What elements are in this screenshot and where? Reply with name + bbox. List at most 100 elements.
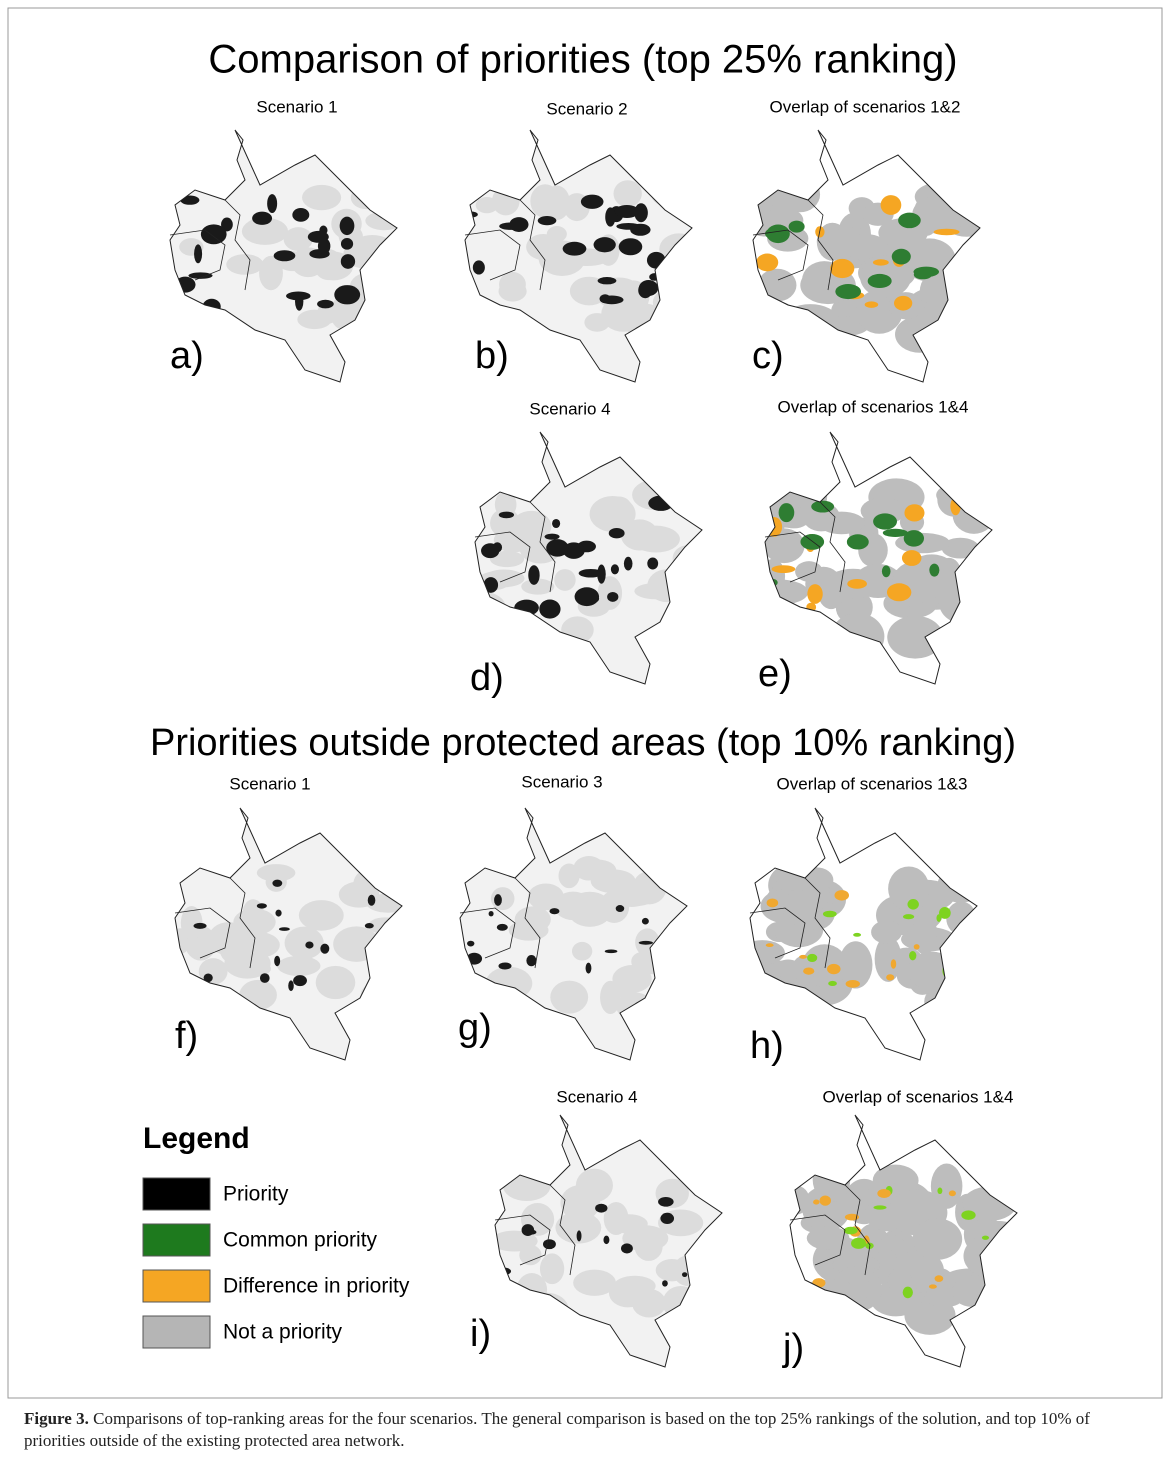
non-priority-area [963,1234,1022,1279]
caption-label: Figure 3. [24,1409,89,1428]
map [460,432,702,684]
priority-area [873,1205,886,1209]
priority-area [642,918,649,925]
priority-area [756,254,778,272]
priority-area [883,529,908,537]
priority-area [577,1230,582,1241]
priority-area [489,911,494,916]
non-priority-area [871,921,902,944]
priority-area [690,1274,695,1283]
priority-area [929,1284,937,1288]
priority-area [624,557,633,571]
priority-area [603,1236,609,1244]
priority-area [538,216,557,225]
panel-title: Overlap of scenarios 1&4 [823,1087,1014,1106]
background-area [499,272,526,297]
priority-area [882,565,891,577]
priority-area [799,955,807,959]
panel-label: f) [175,1015,198,1057]
priority-area [847,579,867,589]
panel-label: g) [458,1007,492,1049]
non-priority-area [887,616,943,659]
panel-title: Scenario 1 [256,97,337,116]
priority-area [286,292,311,301]
background-area [297,310,331,329]
priority-area [320,944,329,954]
priority-area [830,259,854,278]
background-area [632,1289,666,1318]
caption-text: Comparisons of top-ranking areas for the… [24,1409,1090,1450]
priority-area [499,512,514,519]
background-area [316,966,356,999]
priority-area [682,1272,687,1277]
panel-label: d) [470,657,504,699]
priority-area [594,237,616,252]
map-fill [491,1115,722,1367]
priority-area [807,584,822,604]
priority-area [873,513,897,529]
background-area [492,186,520,215]
priority-area [647,558,658,570]
priority-area [595,1204,607,1213]
map-fill [459,808,687,1060]
legend-label: Priority [223,1183,289,1206]
priority-area [903,1287,913,1299]
caption: Figure 3. Comparisons of top-ranking are… [24,1408,1144,1452]
panel-label: j) [782,1327,804,1369]
priority-area [894,296,912,311]
panel-label: a) [170,335,204,377]
background-area [524,1293,569,1327]
priority-area [279,927,290,931]
map-fill [783,1115,1023,1367]
priority-area [639,941,653,945]
priority-area [807,954,817,962]
priority-area [904,504,924,521]
panel-label: i) [470,1313,491,1355]
priority-area [929,564,939,577]
page: Comparison of priorities (top 25% rankin… [0,0,1170,1465]
priority-area [275,910,281,917]
priority-area [526,955,536,966]
section-title: Comparison of priorities (top 25% rankin… [208,38,957,82]
priority-area [658,1197,674,1207]
background-area [233,909,275,936]
background-area [302,185,341,210]
background-area [554,569,575,591]
section-title: Priorities outside protected areas (top … [150,722,1016,764]
background-area [277,956,320,976]
priority-area [497,924,508,931]
background-area [573,1270,616,1296]
priority-area [937,1188,942,1195]
priority-area [274,956,280,966]
background-area [573,856,604,881]
priority-area [317,300,334,309]
priority-area [961,1210,975,1220]
priority-area [305,941,313,948]
priority-area [873,259,889,265]
background-area [299,900,344,931]
background-area [600,981,621,1014]
priority-area [334,285,360,304]
priority-area [616,223,640,230]
map [459,808,687,1060]
priority-area [619,238,643,255]
background-area [550,981,588,1014]
priority-area [982,1253,993,1263]
priority-area [891,959,896,968]
priority-area [887,583,911,601]
priority-area [257,903,267,908]
priority-area [467,941,474,947]
panel-title: Scenario 3 [521,772,602,791]
priority-area [514,600,539,616]
priority-area [779,503,795,522]
non-priority-area [818,512,865,535]
priority-area [473,260,485,274]
non-priority-area [912,195,966,233]
priority-area [914,944,920,949]
panel-title: Overlap of scenarios 1&2 [770,97,961,116]
priority-area [260,973,270,983]
priority-area [459,979,472,989]
map [740,808,989,1060]
background-area [632,526,680,553]
priority-area [545,534,560,540]
